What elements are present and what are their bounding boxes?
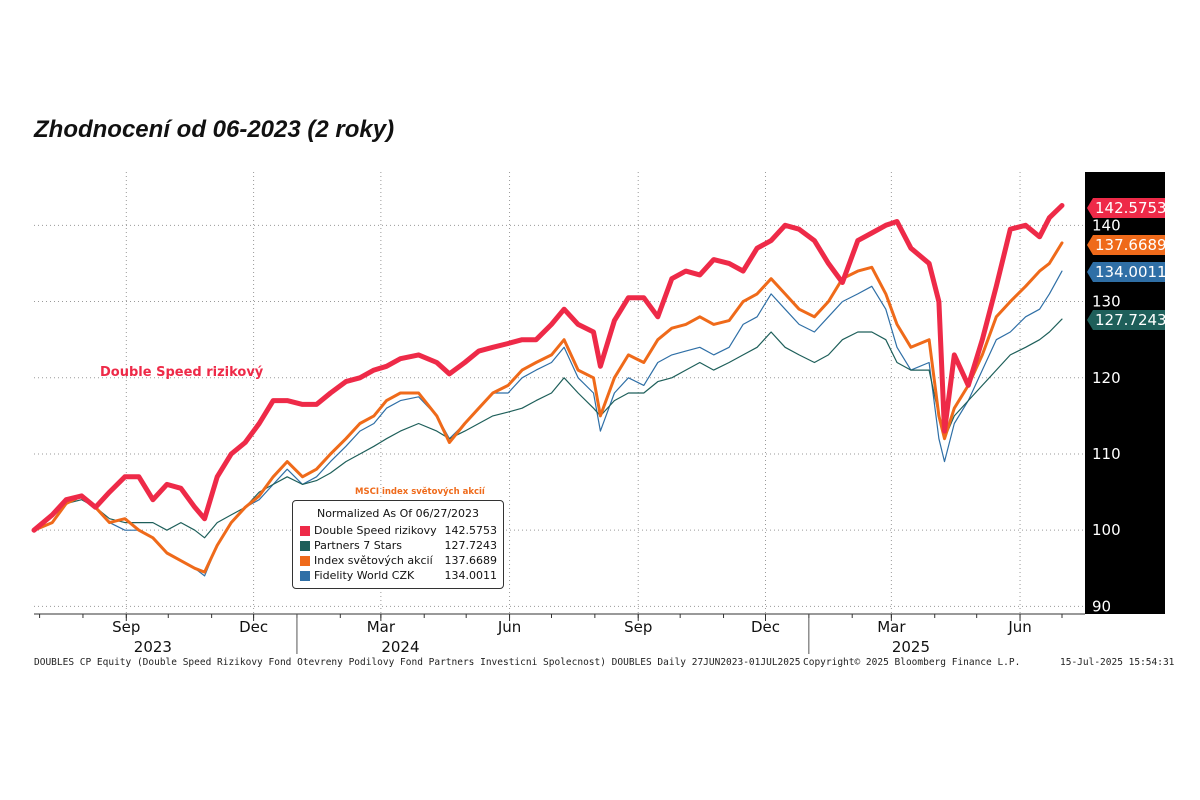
legend-swatch	[300, 570, 310, 581]
y-tick-label: 130	[1092, 293, 1121, 311]
x-axis: Sep Dec Mar Jun Sep Dec Mar Jun 2023 2024 2025	[34, 613, 1085, 656]
legend-item: Partners 7 Stars 127.7243	[293, 538, 503, 553]
x-tick-label: Dec	[239, 618, 268, 636]
x-tick-label: Mar	[367, 618, 396, 636]
last-value-labels: 134.0011 127.7243 137.6689 142.5753	[1087, 198, 1167, 330]
last-value-tag	[1087, 235, 1165, 255]
legend-swatch	[300, 540, 310, 551]
last-value-label: 137.6689	[1095, 236, 1167, 254]
last-value-label: 142.5753	[1095, 199, 1167, 217]
y-tick-label: 90	[1092, 597, 1111, 615]
x-tick-label: Sep	[112, 618, 140, 636]
x-tick-label: Jun	[497, 618, 521, 636]
x-year-label: 2025	[892, 638, 930, 656]
y-tick-label: 110	[1092, 445, 1121, 463]
last-value-tag	[1087, 198, 1165, 218]
y-tick-label: 140	[1092, 216, 1121, 234]
last-value-label: 134.0011	[1095, 263, 1167, 281]
footer-source: DOUBLES CP Equity (Double Speed Rizikovy…	[34, 657, 801, 668]
legend-item-name: Partners 7 Stars	[314, 539, 402, 552]
y-axis: 90 100 110 120 130 140	[1092, 216, 1121, 615]
series-line	[33, 318, 1063, 539]
footer-timestamp: 15-Jul-2025 15:54:31	[1060, 657, 1175, 668]
legend-item-name: Double Speed rizikovy	[314, 524, 437, 537]
x-tick-label: Mar	[877, 618, 906, 636]
page-title: Zhodnocení od 06-2023 (2 roky)	[34, 116, 395, 143]
legend-header: Normalized As Of 06/27/2023	[316, 507, 480, 520]
y-tick-label: 100	[1092, 521, 1121, 539]
series-lines	[31, 203, 1065, 577]
last-value-label: 127.7243	[1095, 311, 1167, 329]
legend: Normalized As Of 06/27/2023 Double Speed…	[292, 500, 504, 589]
last-value-tag	[1087, 310, 1165, 330]
footer-copyright: Copyright© 2025 Bloomberg Finance L.P.	[803, 657, 1021, 668]
legend-item-value: 142.5753	[444, 524, 498, 537]
x-tick-label: Jun	[1007, 618, 1031, 636]
x-tick-label: Sep	[624, 618, 652, 636]
legend-item: Fidelity World CZK 134.0011	[293, 568, 503, 583]
x-year-label: 2024	[381, 638, 419, 656]
legend-swatch	[300, 555, 310, 566]
double-speed-annotation: Double Speed rizikový	[100, 365, 264, 380]
y-tick-label: 120	[1092, 369, 1121, 387]
legend-swatch	[300, 525, 310, 536]
legend-item: Double Speed rizikovy 142.5753	[293, 523, 503, 538]
msci-annotation: MSCI index světových akcií	[355, 486, 486, 497]
legend-item-name: Fidelity World CZK	[314, 569, 415, 582]
legend-item-value: 134.0011	[444, 569, 498, 582]
series-line	[33, 270, 1063, 577]
grid	[34, 172, 1085, 614]
series-line	[32, 241, 1064, 574]
legend-item-value: 127.7243	[444, 539, 498, 552]
x-tick-label: Dec	[751, 618, 780, 636]
series-line	[31, 203, 1065, 533]
x-year-label: 2023	[134, 638, 172, 656]
legend-item-value: 137.6689	[444, 554, 498, 567]
legend-item: Index světových akcií 137.6689	[293, 553, 503, 568]
legend-item-name: Index světových akcií	[314, 554, 433, 567]
last-value-tag	[1087, 262, 1165, 282]
